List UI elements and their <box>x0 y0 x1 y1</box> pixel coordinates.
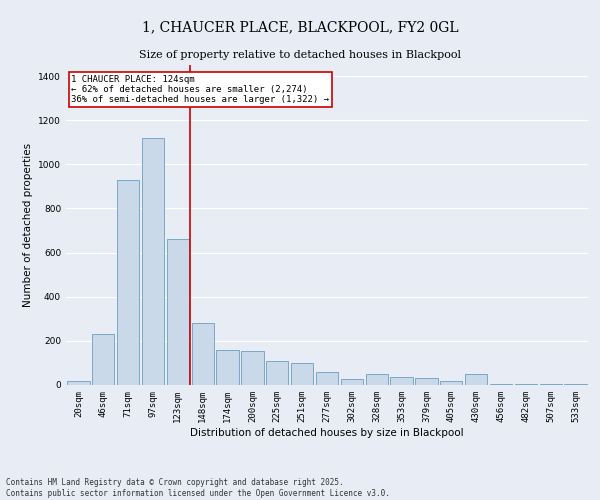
Bar <box>341 380 363 385</box>
Text: Contains HM Land Registry data © Crown copyright and database right 2025.
Contai: Contains HM Land Registry data © Crown c… <box>6 478 390 498</box>
Bar <box>217 350 239 385</box>
Bar <box>316 372 338 385</box>
Bar <box>415 378 437 385</box>
Bar <box>67 380 89 385</box>
Bar <box>117 180 139 385</box>
Bar <box>266 360 289 385</box>
Bar <box>365 374 388 385</box>
Bar <box>440 380 463 385</box>
Bar <box>191 323 214 385</box>
Bar <box>142 138 164 385</box>
Y-axis label: Number of detached properties: Number of detached properties <box>23 143 32 307</box>
Bar <box>490 384 512 385</box>
Text: Size of property relative to detached houses in Blackpool: Size of property relative to detached ho… <box>139 50 461 60</box>
X-axis label: Distribution of detached houses by size in Blackpool: Distribution of detached houses by size … <box>190 428 464 438</box>
Bar <box>465 374 487 385</box>
Text: 1 CHAUCER PLACE: 124sqm
← 62% of detached houses are smaller (2,274)
36% of semi: 1 CHAUCER PLACE: 124sqm ← 62% of detache… <box>71 74 329 104</box>
Bar <box>241 351 263 385</box>
Bar <box>92 334 115 385</box>
Bar <box>515 384 537 385</box>
Bar <box>565 384 587 385</box>
Bar <box>291 363 313 385</box>
Bar <box>391 378 413 385</box>
Bar <box>167 240 189 385</box>
Text: 1, CHAUCER PLACE, BLACKPOOL, FY2 0GL: 1, CHAUCER PLACE, BLACKPOOL, FY2 0GL <box>142 20 458 34</box>
Bar <box>539 384 562 385</box>
